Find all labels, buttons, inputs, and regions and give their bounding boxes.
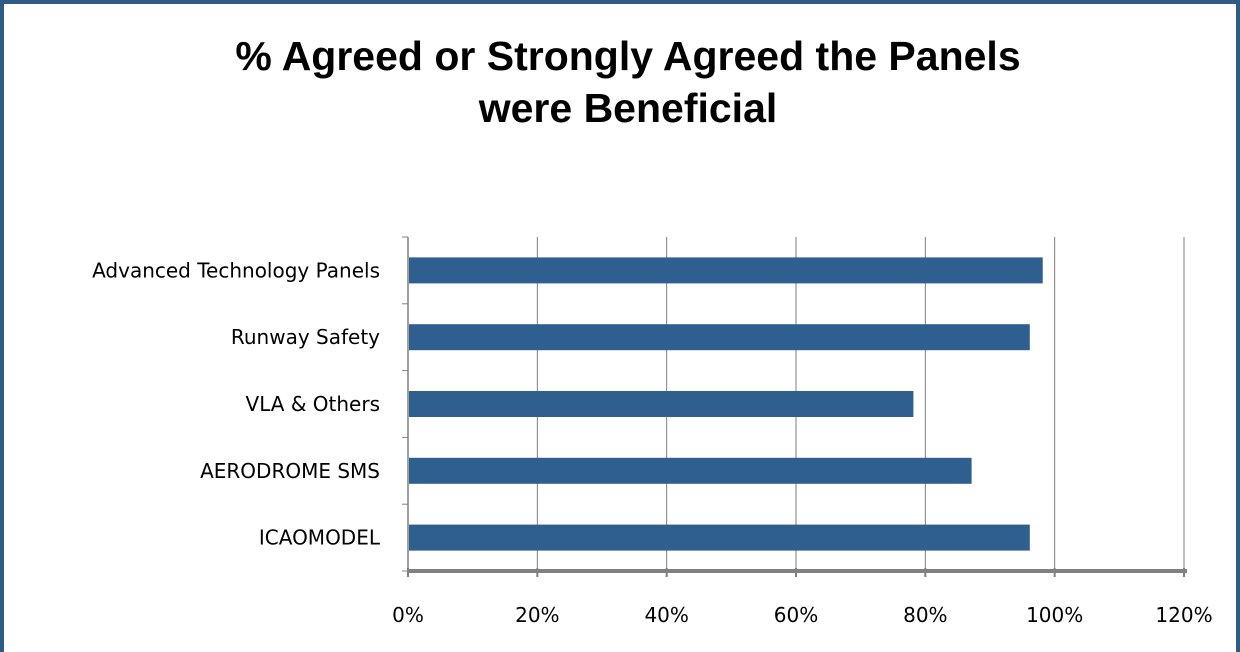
bar xyxy=(409,257,1043,284)
chart-title-line-2: were Beneficial xyxy=(478,85,778,131)
y-tick-label: AERODROME SMS xyxy=(200,459,380,483)
x-tick-label: 40% xyxy=(644,603,688,627)
labels: 0% 20% 40% 60% 80% 100% 120% Advanced Technolog… xyxy=(92,258,1213,627)
x-tick-label: 0% xyxy=(392,603,424,627)
x-tick-label: 120% xyxy=(1155,603,1212,627)
x-tick-label: 20% xyxy=(515,603,559,627)
x-tick-label: 80% xyxy=(903,603,947,627)
y-tick-label: Runway Safety xyxy=(231,325,380,349)
bars xyxy=(409,257,1043,551)
bar xyxy=(409,391,914,417)
chart-title: % Agreed or Strongly Agreed the Panels w… xyxy=(8,30,1240,134)
y-tick-label: VLA & Others xyxy=(246,392,380,416)
bar xyxy=(409,524,1030,551)
bar xyxy=(409,324,1030,351)
y-tick-label: ICAOMODEL xyxy=(259,526,381,550)
axes xyxy=(402,236,1187,577)
y-tick-label: Advanced Technology Panels xyxy=(92,258,380,282)
bar xyxy=(409,457,972,484)
x-tick-label: 60% xyxy=(774,603,818,627)
x-tick-label: 100% xyxy=(1026,603,1083,627)
chart-title-line-1: % Agreed or Strongly Agreed the Panels xyxy=(235,33,1021,79)
